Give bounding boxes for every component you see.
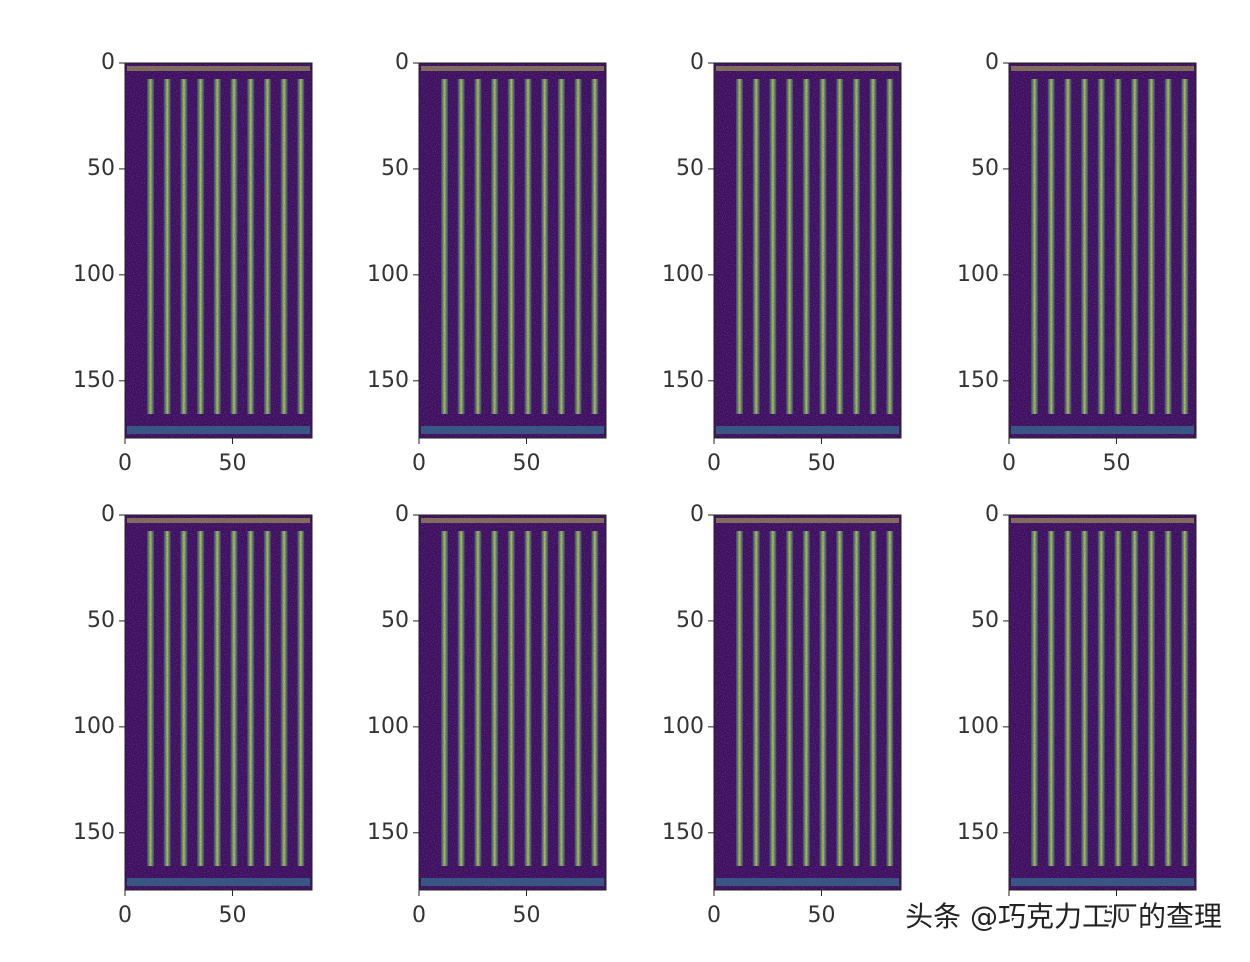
image-noise [419,63,606,438]
subplot: 0 50 100 150 0 50 [73,502,313,928]
y-tick-label: 100 [367,262,409,287]
x-tick-label: 50 [218,903,246,928]
y-tick-label: 0 [985,50,999,75]
y-tick-label: 0 [101,502,115,527]
watermark: 头条 @巧克力工厂的查理 [905,900,1222,933]
axes-frame [713,62,902,439]
y-tick-label: 50 [87,156,115,181]
y-tick-label: 100 [73,714,115,739]
y-tick-label: 50 [971,156,999,181]
x-tick-label: 0 [118,451,132,476]
x-tick-label: 0 [707,451,721,476]
axes-frame [124,62,313,439]
x-tick-label: 50 [218,451,246,476]
y-tick-label: 50 [87,608,115,633]
x-tick-label: 50 [1102,451,1130,476]
image-noise [714,515,901,890]
image-noise [1009,63,1196,438]
image-noise [125,515,312,890]
axes-frame [418,62,607,439]
y-tick-label: 0 [395,50,409,75]
y-tick-label: 100 [662,714,704,739]
image-noise [1009,515,1196,890]
y-tick-label: 150 [662,820,704,845]
y-tick-label: 0 [101,50,115,75]
y-tick-label: 0 [985,502,999,527]
axes-frame [1008,62,1197,439]
x-tick-label: 0 [1002,903,1016,928]
image-noise [125,63,312,438]
subplot: 0 50 100 150 0 50 [957,502,1197,928]
x-tick-label: 50 [512,451,540,476]
x-tick-label: 50 [807,451,835,476]
y-tick-label: 150 [662,368,704,393]
y-tick-label: 100 [662,262,704,287]
x-tick-label: 0 [707,903,721,928]
y-tick-label: 50 [676,156,704,181]
y-tick-label: 0 [690,50,704,75]
x-tick-label: 0 [1002,451,1016,476]
y-tick-label: 100 [73,262,115,287]
x-tick-label: 50 [1102,903,1130,928]
axes-frame [1008,514,1197,891]
subplot: 0 50 100 150 0 50 [662,50,902,476]
subplot: 0 50 100 150 0 50 [367,502,607,928]
y-tick-label: 50 [381,608,409,633]
axes-frame [418,514,607,891]
y-tick-label: 100 [957,262,999,287]
y-tick-label: 150 [957,820,999,845]
x-tick-label: 0 [118,903,132,928]
x-tick-label: 0 [412,903,426,928]
y-tick-label: 100 [367,714,409,739]
y-tick-label: 150 [367,368,409,393]
axes-frame [124,514,313,891]
image-noise [419,515,606,890]
y-tick-label: 150 [73,820,115,845]
y-tick-label: 150 [957,368,999,393]
y-tick-label: 50 [381,156,409,181]
subplot: 0 50 100 150 0 50 [367,50,607,476]
subplot: 0 50 100 150 0 50 [73,50,313,476]
y-tick-label: 0 [690,502,704,527]
x-tick-label: 0 [412,451,426,476]
y-tick-label: 150 [367,820,409,845]
x-tick-label: 50 [807,903,835,928]
y-tick-label: 50 [676,608,704,633]
subplot: 0 50 100 150 0 50 [662,502,902,928]
y-tick-label: 150 [73,368,115,393]
subplot: 0 50 100 150 0 50 [957,50,1197,476]
y-tick-label: 50 [971,608,999,633]
x-tick-label: 50 [512,903,540,928]
y-tick-label: 0 [395,502,409,527]
y-tick-label: 100 [957,714,999,739]
image-noise [714,63,901,438]
axes-frame [713,514,902,891]
